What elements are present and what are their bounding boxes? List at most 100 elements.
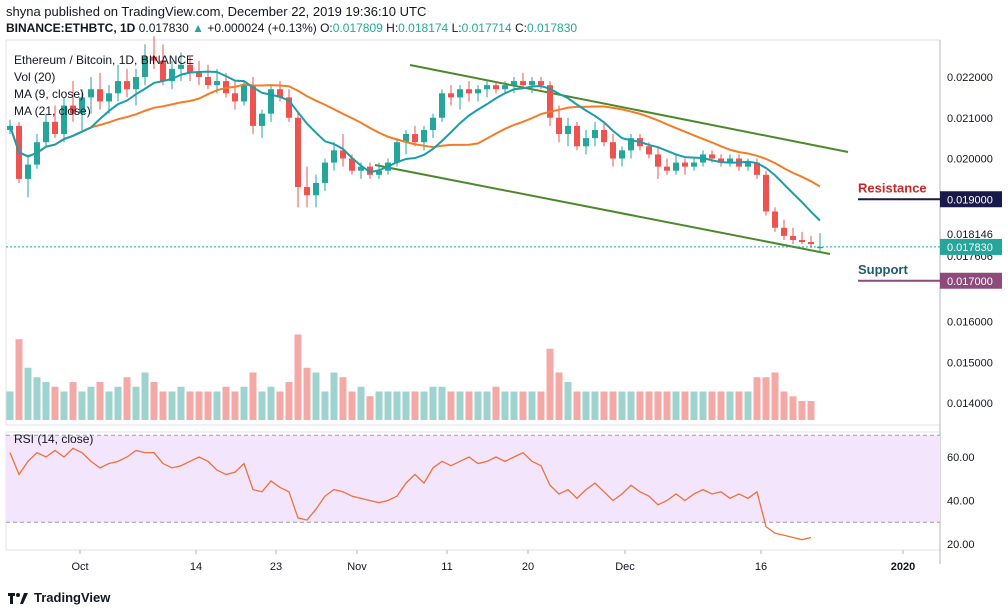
volume-bar <box>753 377 761 420</box>
candle-body <box>673 162 679 171</box>
resistance-label: Resistance <box>858 180 927 195</box>
volume-bar <box>582 391 590 420</box>
candle-body <box>664 166 670 171</box>
volume-bar <box>663 391 671 420</box>
rsi-title: RSI (14, close) <box>14 432 93 446</box>
price-tick-label: 0.016000 <box>947 317 993 329</box>
volume-bar <box>150 382 158 420</box>
candle-body <box>313 182 319 196</box>
volume-bar <box>726 391 734 420</box>
candle-body <box>412 134 418 143</box>
candle-body <box>133 77 139 90</box>
volume-bar <box>258 391 266 420</box>
volume-bar <box>501 391 509 420</box>
volume-bar <box>573 391 581 420</box>
volume-bar <box>303 367 311 420</box>
candle-body <box>448 93 454 98</box>
candle-body <box>322 162 328 183</box>
candle-body <box>718 158 724 163</box>
volume-bar <box>591 391 599 420</box>
candle-body <box>556 117 562 135</box>
candle-body <box>565 125 571 135</box>
volume-bar <box>384 391 392 420</box>
volume-bar <box>645 391 653 420</box>
legend-title: Ethereum / Bitcoin, 1D, BINANCE <box>14 53 194 67</box>
volume-bar <box>564 382 572 420</box>
volume-bar <box>231 391 239 420</box>
candle-body <box>304 187 310 196</box>
c-label: C: <box>515 21 527 35</box>
volume-bar <box>627 391 635 420</box>
volume-bar <box>312 372 320 420</box>
candle-body <box>178 64 184 69</box>
volume-bar <box>672 391 680 420</box>
h-value: 0.018174 <box>398 21 449 35</box>
candle-body <box>61 105 67 135</box>
time-tick-label: Dec <box>615 561 635 573</box>
price-tick-label: 0.022000 <box>947 72 993 84</box>
candle-body <box>250 85 256 126</box>
candle-body <box>241 85 247 102</box>
candle-body <box>169 68 175 82</box>
volume-bar <box>780 391 788 420</box>
candle-body <box>70 105 76 114</box>
candle-body <box>124 81 130 90</box>
tradingview-logo-icon <box>8 592 28 604</box>
last-price-tag-bg <box>940 238 1002 255</box>
volume-bar <box>492 386 500 420</box>
candle-body <box>439 93 445 118</box>
candle-body <box>187 64 193 73</box>
candle-body <box>430 117 436 130</box>
volume-bar <box>456 391 464 420</box>
candle-body <box>691 162 697 167</box>
volume-bar <box>177 386 185 420</box>
candle-body <box>295 117 301 188</box>
volume-bar <box>348 391 356 420</box>
candle-body <box>259 113 265 126</box>
volume-bar <box>402 391 410 420</box>
volume-bar <box>213 391 221 420</box>
rsi-band <box>6 435 940 523</box>
ma21-line <box>9 83 821 188</box>
volume-bar <box>357 386 365 420</box>
marker-018146: 0.018146 <box>947 229 993 241</box>
candle-body <box>457 89 463 98</box>
volume-bar <box>528 391 536 420</box>
candle-body <box>160 60 166 82</box>
volume-bar <box>240 386 248 420</box>
volume-bar <box>195 391 203 420</box>
candle-body <box>286 97 292 118</box>
ohlc-header: BINANCE:ETHBTC, 1D 0.017830 ▲ +0.000024 … <box>6 21 577 35</box>
candle-body <box>754 162 760 175</box>
time-tick-label: 20 <box>522 561 534 573</box>
candle-body <box>466 89 472 94</box>
volume-bar <box>681 391 689 420</box>
candle-body <box>88 89 94 98</box>
candle-body <box>799 240 805 243</box>
volume-bar <box>78 391 86 420</box>
channel-lower-line <box>374 164 831 255</box>
brand-name: TradingView <box>34 590 111 605</box>
volume-bar <box>6 391 14 420</box>
volume-bar <box>294 334 302 420</box>
volume-bar <box>636 391 644 420</box>
o-label: O: <box>320 21 333 35</box>
candle-body <box>403 134 409 143</box>
volume-bar <box>600 391 608 420</box>
volume-bar <box>438 386 446 420</box>
volume-bar <box>708 391 716 420</box>
candle-body <box>214 81 220 86</box>
candle-body <box>232 93 238 102</box>
rsi-tick-label: 40.00 <box>947 496 975 508</box>
candle-body <box>646 146 652 155</box>
candle-body <box>376 170 382 175</box>
time-tick-label: 14 <box>190 561 202 573</box>
volume-bar <box>546 348 554 420</box>
volume-bar <box>339 377 347 420</box>
volume-bar <box>690 391 698 420</box>
candle-body <box>781 227 787 236</box>
candle-body <box>817 246 823 249</box>
candle-body <box>763 174 769 212</box>
volume-bar <box>744 391 752 420</box>
